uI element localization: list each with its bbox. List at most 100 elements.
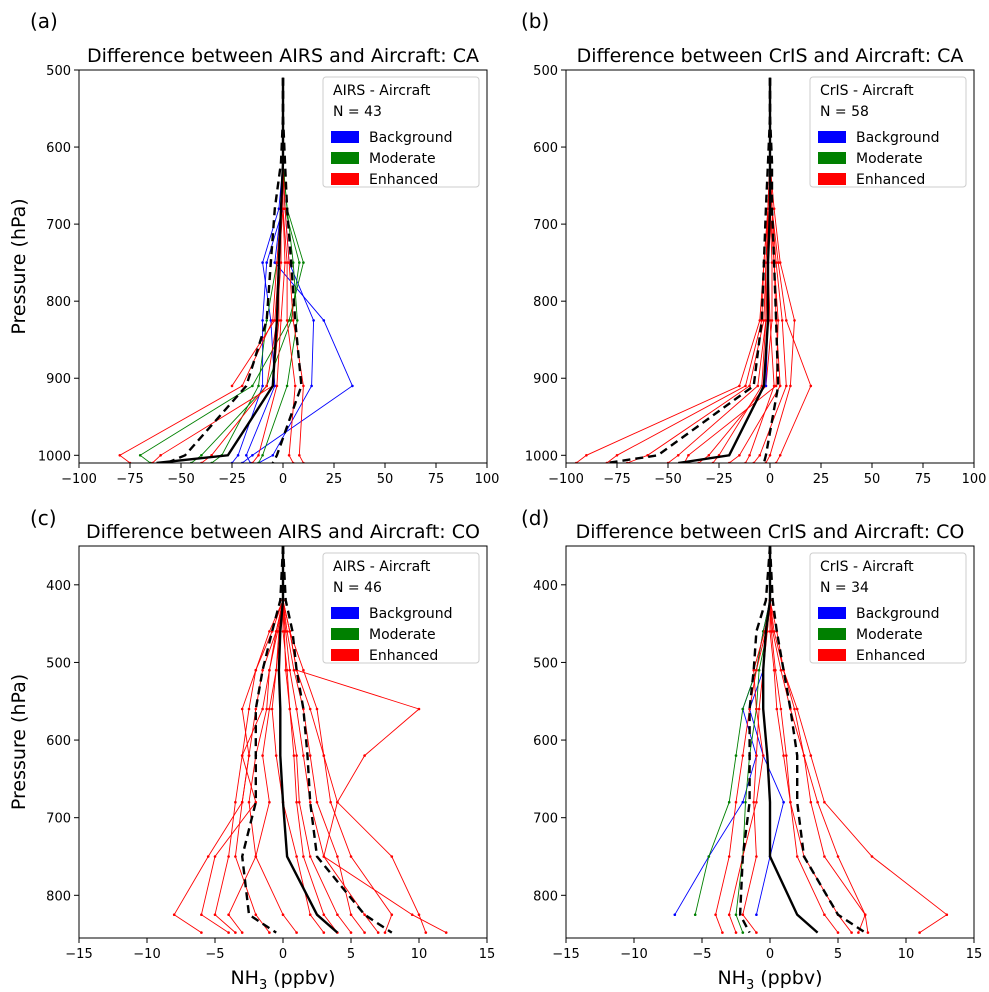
profile-line-enhanced xyxy=(667,162,771,463)
profile-point xyxy=(234,931,237,934)
profile-line-enhanced xyxy=(200,600,284,933)
profile-point xyxy=(760,319,764,322)
profile-point xyxy=(727,800,731,804)
profile-point xyxy=(279,319,283,322)
legend-label-enhanced: Enhanced xyxy=(369,172,438,188)
legend-label-enhanced: Enhanced xyxy=(856,648,925,664)
profile-point xyxy=(390,855,394,858)
profile-point xyxy=(302,668,305,672)
profile-point xyxy=(247,707,251,711)
profile-point xyxy=(322,931,326,934)
profile-point xyxy=(281,207,285,210)
profile-point xyxy=(336,855,339,858)
y-tick-label: 500 xyxy=(533,64,558,79)
profile-point xyxy=(863,913,867,916)
profile-point xyxy=(295,800,298,804)
profile-point xyxy=(789,800,792,804)
profile-point xyxy=(349,913,353,916)
profile-point xyxy=(285,261,289,264)
profile-point xyxy=(755,800,758,804)
profile-point xyxy=(779,668,783,672)
profile-point xyxy=(312,319,315,322)
profile-point xyxy=(721,931,724,934)
x-tick-label: −50 xyxy=(167,472,194,487)
y-tick-label: 800 xyxy=(46,889,71,904)
y-tick-label: 600 xyxy=(533,734,558,749)
profile-point xyxy=(809,754,813,757)
profile-point xyxy=(273,384,277,388)
profile-point xyxy=(315,707,319,711)
profile-point xyxy=(283,261,287,264)
legend-header: AIRS - Aircraft xyxy=(333,559,431,575)
x-tick-label: 0 xyxy=(766,472,774,487)
x-tick-label: 50 xyxy=(864,472,881,487)
profile-point xyxy=(329,800,332,804)
profile-point xyxy=(277,319,281,322)
profile-point xyxy=(322,855,326,858)
profile-point xyxy=(310,384,313,388)
profile-point xyxy=(275,261,279,264)
legend-swatch-enhanced xyxy=(818,649,846,661)
percentile-line xyxy=(166,77,285,463)
profile-point xyxy=(585,454,588,457)
profile-point xyxy=(247,754,251,757)
profile-point xyxy=(417,707,421,711)
profile-point xyxy=(755,931,758,934)
profile-point xyxy=(284,668,288,672)
profile-point xyxy=(707,855,711,858)
profile-point xyxy=(738,384,741,388)
profile-point xyxy=(785,319,788,322)
profile-point xyxy=(734,754,738,757)
legend-label-moderate: Moderate xyxy=(369,627,436,643)
y-tick-label: 800 xyxy=(533,889,558,904)
profile-point xyxy=(308,913,312,916)
profile-point xyxy=(268,668,271,672)
legend-swatch-moderate xyxy=(818,152,846,164)
profile-point xyxy=(707,454,711,457)
profile-point xyxy=(417,913,421,916)
profile-line-moderate xyxy=(694,600,771,915)
legend-header: CrIS - Aircraft xyxy=(820,559,914,575)
x-tick-label: −25 xyxy=(705,472,732,487)
profile-point xyxy=(757,707,761,711)
panel-a: (a) Difference between AIRS and Aircraft:… xyxy=(8,9,499,487)
legend-swatch-moderate xyxy=(331,152,359,164)
profile-point xyxy=(118,454,122,457)
x-tick-label: 100 xyxy=(962,472,987,487)
profile-point xyxy=(755,707,758,711)
profile-point xyxy=(673,913,677,916)
legend-box xyxy=(809,76,967,188)
profile-point xyxy=(213,913,217,916)
percentile-line xyxy=(738,546,772,934)
legend: AIRS - Aircraft N = 43 Background Moderate E… xyxy=(322,76,480,188)
profile-point xyxy=(265,707,269,711)
panel-d: (d) Difference between CrIS and Aircraft:… xyxy=(521,506,982,992)
profile-point xyxy=(283,207,287,210)
x-tick-label: −10 xyxy=(620,947,647,962)
profile-point xyxy=(768,319,772,322)
chart-title: Difference between CrIS and Aircraft: CO xyxy=(576,521,965,543)
profile-point xyxy=(780,319,784,322)
panel-b: (b) Difference between CrIS and Aircraft:… xyxy=(521,9,986,487)
x-tick-label: −15 xyxy=(552,947,579,962)
x-tick-label: −25 xyxy=(218,472,245,487)
profile-point xyxy=(240,384,244,388)
profile-point xyxy=(351,384,354,388)
profile-point xyxy=(308,707,312,711)
legend-label-moderate: Moderate xyxy=(856,627,923,643)
profile-point xyxy=(785,384,788,388)
x-tick-label: −75 xyxy=(116,472,143,487)
profile-point xyxy=(676,454,680,457)
x-tick-label: 100 xyxy=(475,472,500,487)
profile-point xyxy=(349,931,353,934)
percentile-line xyxy=(240,546,285,934)
profile-point xyxy=(322,754,326,757)
legend-swatch-enhanced xyxy=(331,173,359,185)
profile-point xyxy=(285,630,289,633)
profile-point xyxy=(261,707,264,711)
panel-c: (c) Difference between AIRS and Aircraft:… xyxy=(8,506,495,992)
profile-point xyxy=(823,800,826,804)
profile-point xyxy=(768,454,772,457)
profile-point xyxy=(268,707,271,711)
profile-point xyxy=(273,261,277,264)
